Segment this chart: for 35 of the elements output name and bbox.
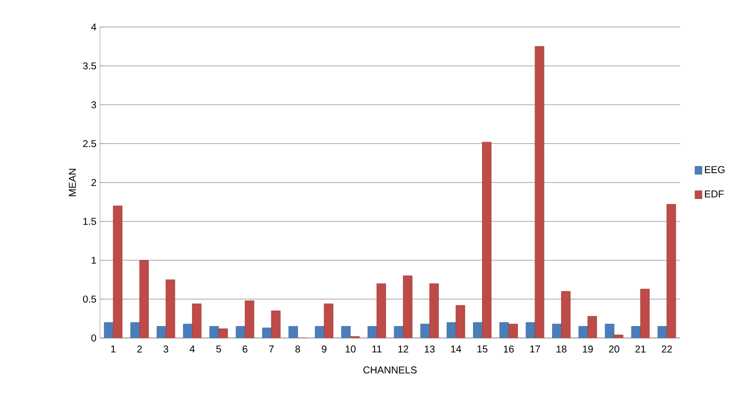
legend-label: EEG [705, 166, 724, 174]
y-tick-label: 1 [92, 256, 96, 264]
x-tick-label: 19 [582, 346, 593, 353]
legend-label: EDF [705, 190, 724, 198]
y-tick-label: 1.5 [83, 218, 96, 225]
y-tick-label: 0.5 [83, 296, 96, 303]
y-tick-label: 4 [91, 24, 96, 30]
y-tick-label: 2.5 [83, 140, 96, 148]
x-tick-label: 15 [478, 346, 488, 352]
x-tick-label: 10 [346, 346, 356, 353]
x-tick-label: 5 [216, 346, 221, 352]
x-tick-label: 4 [190, 346, 195, 352]
x-tick-label: 13 [424, 346, 435, 353]
x-tick-label: 3 [164, 346, 168, 353]
y-tick-label: 3.5 [83, 62, 96, 70]
x-tick-label: 18 [556, 346, 566, 353]
x-tick-label: 20 [609, 346, 620, 353]
x-tick-label: 1 [111, 346, 116, 352]
y-tick-label: 0 [91, 334, 96, 342]
y-axis-title: MEAN [68, 168, 76, 196]
x-axis-title: CHANNELS [363, 366, 417, 374]
x-tick-label: 17 [530, 346, 540, 352]
x-tick-label: 12 [398, 346, 408, 352]
x-tick-label: 9 [322, 346, 326, 353]
x-tick-label: 14 [451, 346, 462, 352]
x-tick-label: 16 [504, 346, 514, 353]
y-tick-label: 2 [91, 179, 96, 186]
x-tick-label: 21 [635, 346, 646, 352]
x-tick-label: 8 [295, 346, 300, 353]
x-tick-label: 7 [269, 346, 274, 352]
x-tick-label: 2 [137, 346, 142, 352]
x-tick-label: 6 [242, 346, 248, 353]
x-tick-label: 11 [372, 346, 382, 352]
x-tick-label: 22 [662, 346, 672, 352]
y-tick-label: 3 [91, 101, 96, 108]
